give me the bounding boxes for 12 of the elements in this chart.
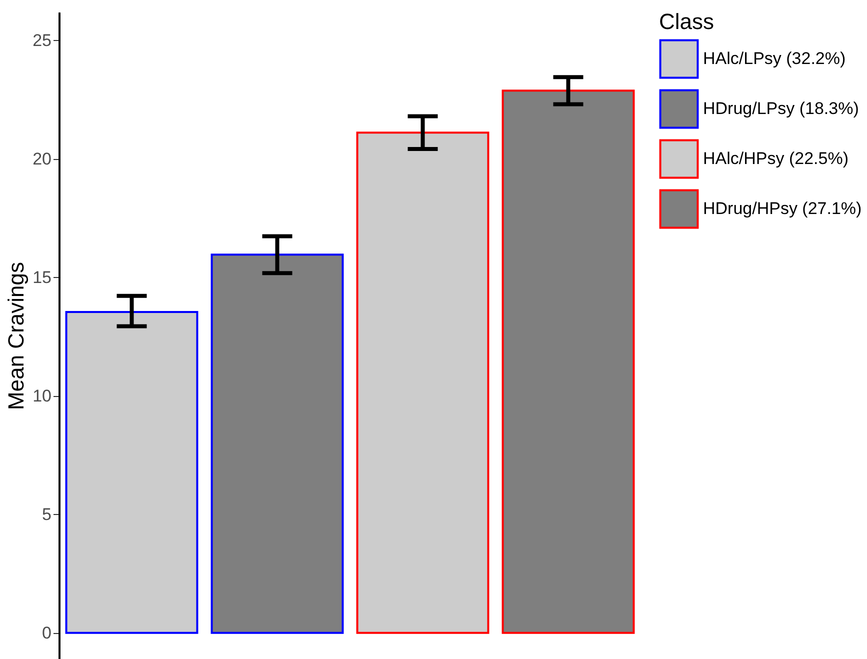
legend-label: HAlc/HPsy (22.5%) xyxy=(703,149,848,168)
y-axis-title: Mean Cravings xyxy=(4,262,29,410)
legend-title: Class xyxy=(659,9,714,34)
y-tick-label: 25 xyxy=(32,30,52,50)
legend-label: HAlc/LPsy (32.2%) xyxy=(703,49,846,68)
legend-label: HDrug/LPsy (18.3%) xyxy=(703,99,859,118)
y-tick-label: 20 xyxy=(32,149,52,168)
legend-label: HDrug/HPsy (27.1%) xyxy=(703,199,862,218)
y-tick-label: 15 xyxy=(32,268,52,287)
y-tick-label: 5 xyxy=(42,504,52,524)
y-tick-label: 10 xyxy=(32,386,52,406)
y-tick-label: 0 xyxy=(42,623,52,642)
